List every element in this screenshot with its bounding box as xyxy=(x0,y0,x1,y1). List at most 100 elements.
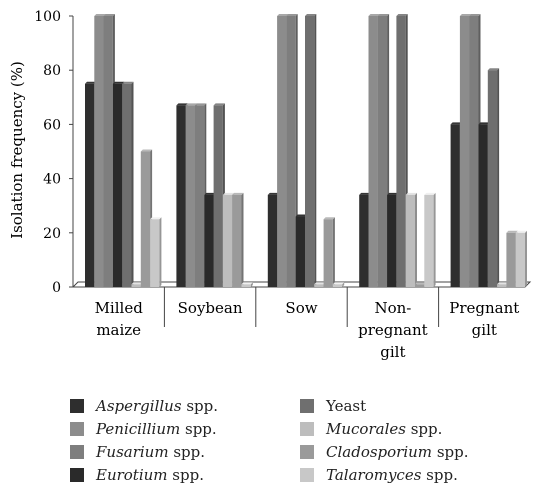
bar-front xyxy=(377,16,388,287)
bar-top xyxy=(103,14,115,16)
bar-front xyxy=(450,124,460,288)
x-tick-label: gilt xyxy=(472,321,497,339)
bar-front xyxy=(478,124,488,288)
bar-top xyxy=(277,14,289,16)
bar-top xyxy=(405,192,417,195)
bar-front xyxy=(368,16,378,287)
bar xyxy=(305,14,317,287)
bar-top xyxy=(295,214,307,217)
tick-labels: 0 20 40 60 80 100 Milled maize Soybean Sow Non-pre… xyxy=(34,9,519,361)
y-tick-label: 60 xyxy=(43,117,61,133)
bar-top xyxy=(195,103,207,106)
bar-top xyxy=(305,14,317,16)
y-tick-label: 20 xyxy=(43,226,61,242)
bar-front xyxy=(241,284,251,287)
bar-top xyxy=(150,217,162,220)
bar-top xyxy=(459,14,472,16)
bar-top xyxy=(112,81,125,84)
bar-front xyxy=(323,219,333,287)
bar xyxy=(424,192,436,287)
bar-front xyxy=(396,16,406,287)
bar-front xyxy=(487,70,498,287)
y-axis-label: Isolation frequency (%) xyxy=(8,61,26,239)
bar-front xyxy=(424,194,434,287)
bar-front xyxy=(122,83,132,287)
bar xyxy=(150,217,162,287)
bar xyxy=(323,217,335,287)
bar-top xyxy=(140,149,153,152)
bar-top xyxy=(396,14,408,16)
bar-top xyxy=(286,14,298,16)
bar-top xyxy=(213,103,225,106)
x-tick-label: maize xyxy=(96,321,141,339)
bar-top xyxy=(487,68,500,71)
bar-front xyxy=(277,16,287,287)
bar-front xyxy=(222,194,233,287)
bar-side xyxy=(332,217,335,287)
bar-top xyxy=(122,81,134,84)
x-tick-label: gilt xyxy=(380,343,405,361)
bar-top xyxy=(222,192,235,195)
bar-side xyxy=(342,282,345,287)
bar-top xyxy=(515,230,527,233)
bar-front xyxy=(204,194,214,287)
y-tick-label: 80 xyxy=(43,63,61,79)
bar-side xyxy=(415,192,417,287)
bar-front xyxy=(314,284,324,287)
bar-top xyxy=(94,14,106,16)
bar-front xyxy=(295,216,305,287)
x-tick-label: Soybean xyxy=(178,299,243,317)
x-tick-label: Milled xyxy=(95,299,144,317)
bar-top xyxy=(368,14,380,16)
bar-side xyxy=(159,217,162,287)
bar-front xyxy=(213,105,223,288)
bar xyxy=(515,230,527,287)
x-tick-label: pregnant xyxy=(358,321,428,339)
bar-top xyxy=(497,282,509,285)
bar-top xyxy=(176,103,188,106)
bar xyxy=(487,68,500,287)
bar-top xyxy=(450,122,462,125)
bar-top xyxy=(415,282,427,285)
bar-top xyxy=(232,192,244,195)
bar-front xyxy=(131,284,141,287)
bar-top xyxy=(241,282,253,285)
bar-top xyxy=(85,81,97,84)
y-tick-label: 0 xyxy=(52,280,61,296)
bar-front xyxy=(232,194,242,287)
bar xyxy=(232,192,244,287)
bar-front xyxy=(515,232,525,287)
bar-side xyxy=(314,14,317,287)
bar-side xyxy=(131,81,134,287)
bar-side xyxy=(525,230,527,287)
bar-front xyxy=(267,194,278,287)
bar-top xyxy=(323,217,335,220)
bar-side xyxy=(250,282,253,287)
bar-front xyxy=(112,83,123,287)
bar-front xyxy=(176,105,186,288)
x-tick-label: Pregnant xyxy=(449,299,519,317)
bar xyxy=(332,282,345,287)
bar-side xyxy=(433,192,436,287)
bar-top xyxy=(506,230,518,233)
y-tick-label: 100 xyxy=(34,9,61,25)
bar xyxy=(122,81,134,287)
bar-front xyxy=(305,16,315,287)
y-tick-label: 40 xyxy=(43,172,61,188)
bar-front xyxy=(85,83,95,287)
bar-top xyxy=(478,122,490,125)
bar-front xyxy=(332,284,343,287)
bar-front xyxy=(94,16,104,287)
bar xyxy=(405,192,417,287)
bar-top xyxy=(185,103,197,106)
bar-front xyxy=(497,284,507,287)
bar-top xyxy=(377,14,390,16)
bar-front xyxy=(286,16,296,287)
bar-front xyxy=(140,151,151,287)
bar-top xyxy=(387,192,399,195)
bar-top xyxy=(131,282,143,285)
bar-front xyxy=(469,16,479,287)
bar-front xyxy=(387,194,397,287)
bar-front xyxy=(150,219,160,287)
